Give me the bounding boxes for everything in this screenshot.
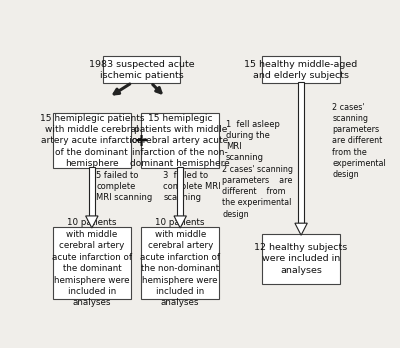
Bar xyxy=(89,167,95,216)
Text: 2 cases'
scanning
parameters
are different
from the
experimental
design: 2 cases' scanning parameters are differe… xyxy=(332,103,386,179)
FancyBboxPatch shape xyxy=(142,113,219,168)
Text: 10 patients
with middle
cerebral artery
acute infarction of
the dominant
hemisph: 10 patients with middle cerebral artery … xyxy=(52,218,132,307)
Text: 1  fell asleep
during the
MRI
scanning: 1 fell asleep during the MRI scanning xyxy=(226,120,280,162)
Text: +: + xyxy=(133,132,148,150)
Text: 3  failed to
complete MRI
scanning: 3 failed to complete MRI scanning xyxy=(163,171,221,202)
FancyBboxPatch shape xyxy=(262,234,340,284)
Bar xyxy=(178,167,183,216)
Polygon shape xyxy=(86,216,98,228)
Text: 12 healthy subjects
were included in
analyses: 12 healthy subjects were included in ana… xyxy=(254,243,348,275)
Text: 15 hemiplegic
patients with middle
cerebral artery acute
infarction of the non-
: 15 hemiplegic patients with middle cereb… xyxy=(130,113,230,168)
FancyBboxPatch shape xyxy=(53,113,131,168)
Bar xyxy=(298,82,304,223)
Text: 1983 suspected acute
ischemic patients: 1983 suspected acute ischemic patients xyxy=(89,60,194,80)
Text: 2 cases' scanning
parameters    are
different    from
the experimental
design: 2 cases' scanning parameters are differe… xyxy=(222,165,293,219)
Text: 15 hemiplegic patients
with middle cerebral
artery acute infarction
of the domin: 15 hemiplegic patients with middle cereb… xyxy=(40,113,144,168)
Text: 5 failed to
complete
MRI scanning: 5 failed to complete MRI scanning xyxy=(96,171,153,202)
FancyBboxPatch shape xyxy=(53,227,131,299)
FancyBboxPatch shape xyxy=(103,56,180,83)
FancyBboxPatch shape xyxy=(142,227,219,299)
FancyBboxPatch shape xyxy=(262,56,340,83)
Text: 15 healthy middle-aged
and elderly subjects: 15 healthy middle-aged and elderly subje… xyxy=(244,60,358,80)
Text: 10 patients
with middle
cerebral artery
acute infarction of
the non-dominant
hem: 10 patients with middle cerebral artery … xyxy=(140,218,220,307)
Polygon shape xyxy=(295,223,307,235)
Polygon shape xyxy=(174,216,186,228)
